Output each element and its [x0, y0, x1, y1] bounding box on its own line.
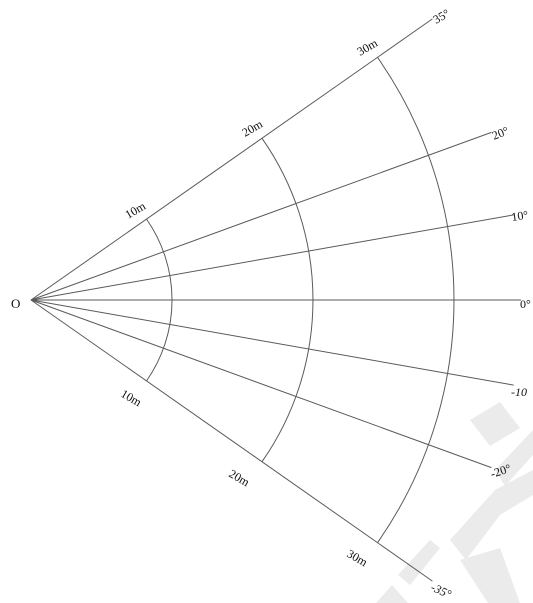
- ray-line-20: [30, 131, 492, 301]
- range-arc-20m: [261, 138, 314, 462]
- origin-label: O: [11, 296, 20, 311]
- range-arc-30m: [377, 57, 455, 543]
- distance-label-10m-lower: 10m: [119, 386, 145, 409]
- range-arc-10m: [146, 218, 173, 382]
- watermark: [376, 402, 533, 603]
- angle-label-10: 10°: [510, 208, 529, 224]
- angle-label-neg20: -20°: [489, 461, 513, 481]
- angle-label-neg35: -35°: [429, 580, 454, 601]
- ray-line-35: [30, 18, 433, 301]
- ray-line-10: [30, 214, 514, 301]
- distance-label-30m-lower: 30m: [345, 546, 371, 569]
- distance-label-30m-upper: 30m: [355, 35, 381, 58]
- angle-label-20: 20°: [490, 123, 511, 142]
- distance-label-20m-upper: 20m: [240, 116, 266, 139]
- distance-label-10m-upper: 10m: [123, 198, 149, 221]
- angle-label-neg10: -10: [511, 385, 527, 399]
- angle-label-0: 0°: [520, 297, 531, 311]
- angle-label-35: 35°: [431, 6, 453, 27]
- ray-line-neg10: [30, 299, 514, 386]
- distance-label-20m-lower: 20m: [227, 466, 253, 489]
- ray-line-neg35: [30, 299, 433, 582]
- ray-line-neg20: [30, 299, 492, 469]
